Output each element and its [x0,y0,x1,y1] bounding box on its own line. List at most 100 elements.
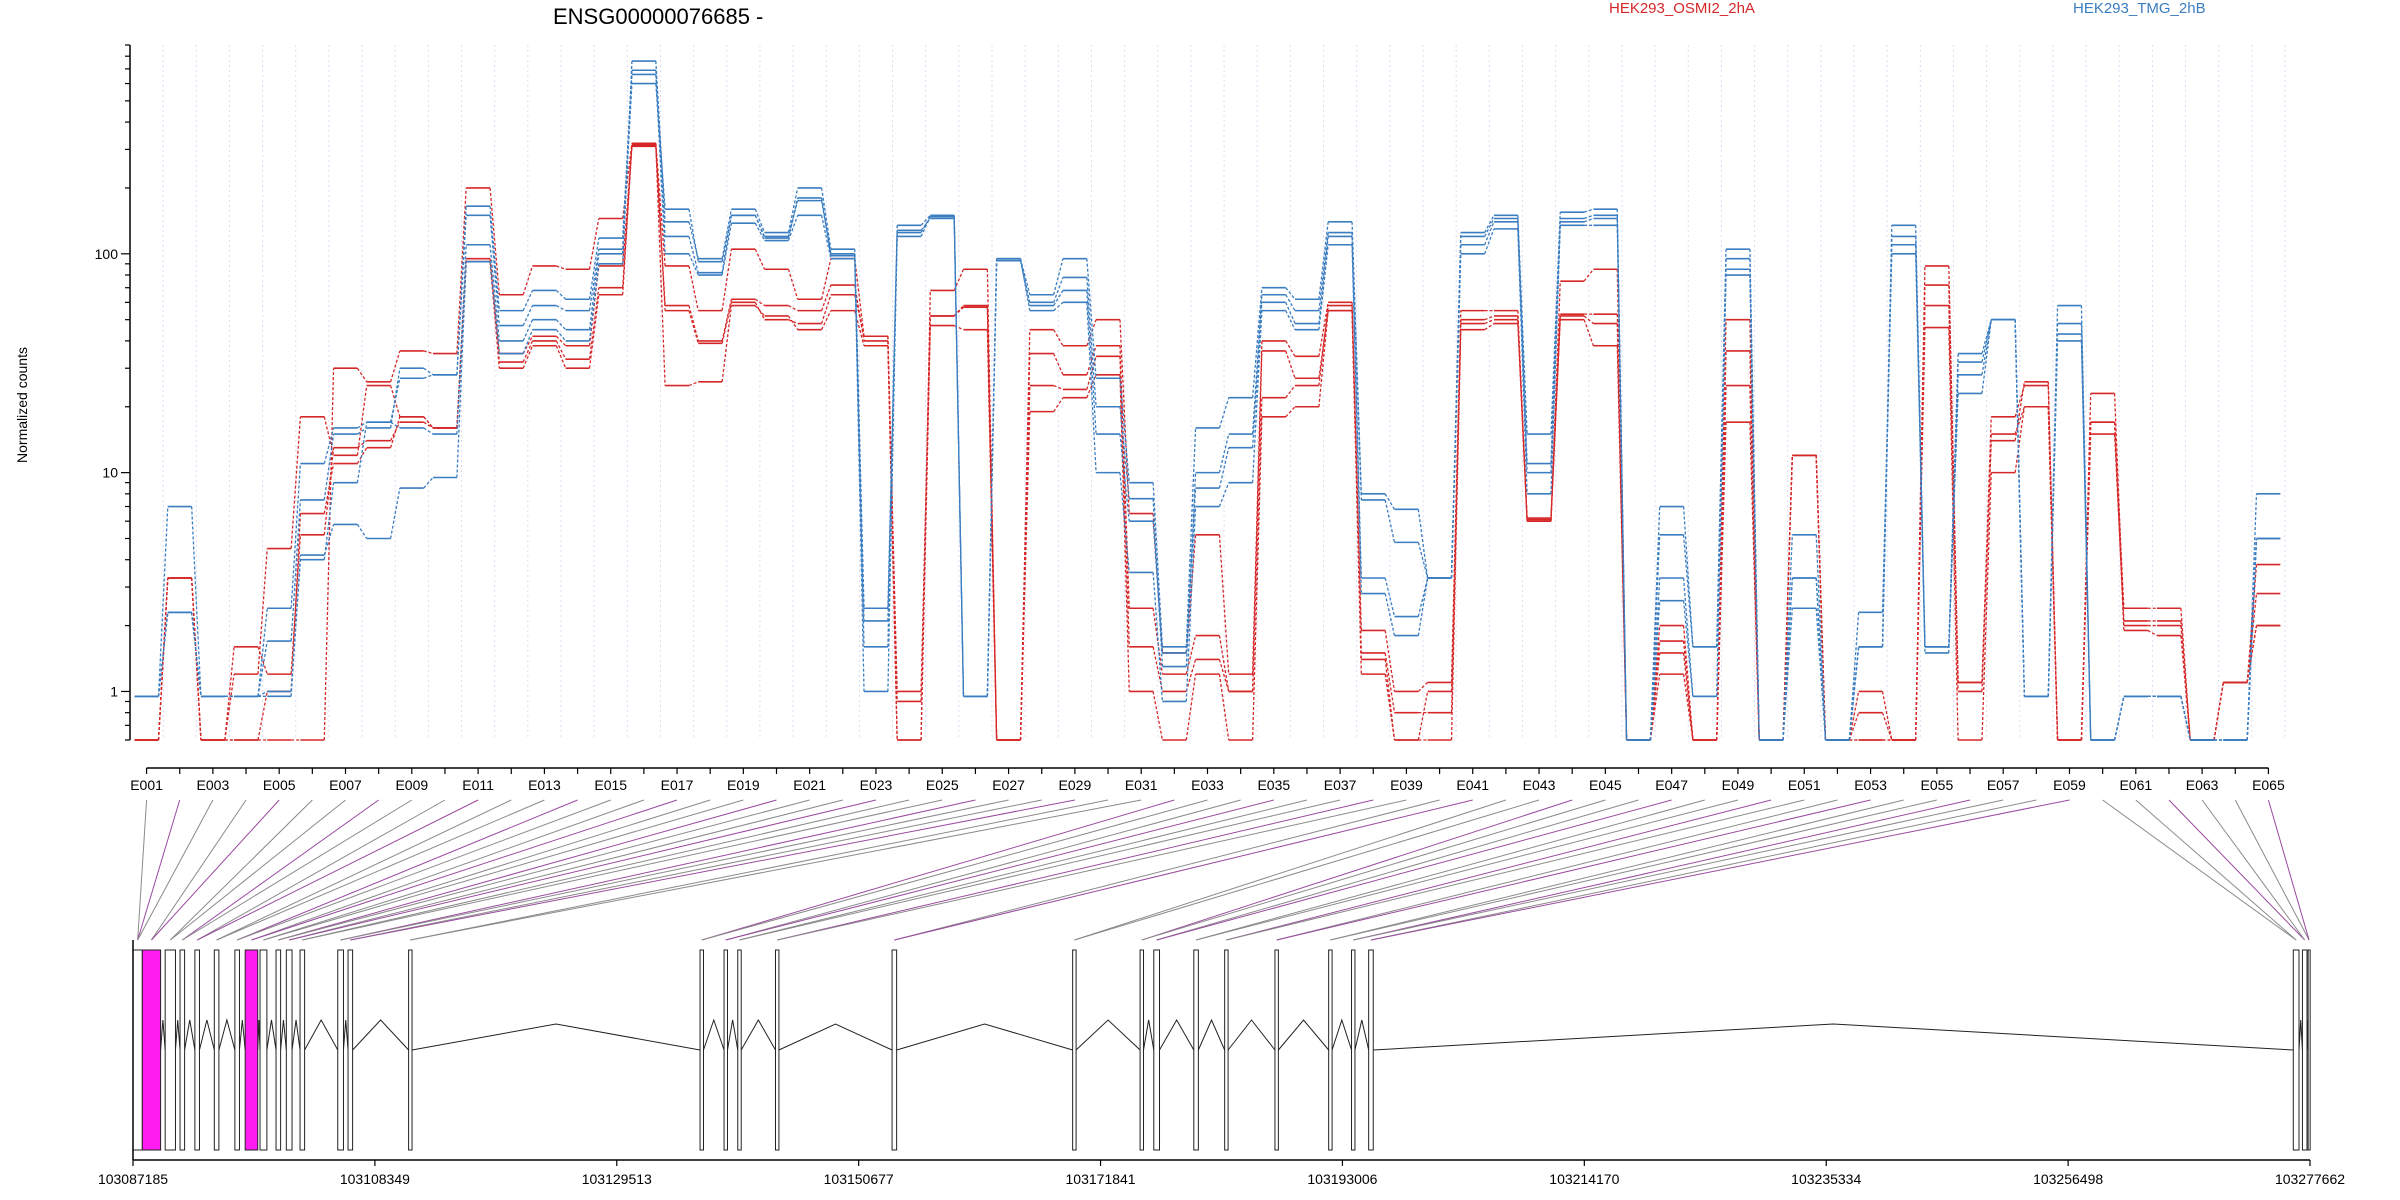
series-connector [357,440,368,449]
exon-connector [1156,799,1672,941]
series-connector [1218,433,1230,473]
series-connector [721,215,733,262]
exon-connector [777,799,1407,941]
series-connector [489,187,500,295]
series-5 [134,60,2281,741]
exon-connector [196,799,479,941]
series-connector [1053,277,1064,303]
exon-block-highlighted [141,949,162,1151]
intron-line [1227,1019,1276,1051]
exon-block [1139,949,1145,1151]
legend-entry-osmi2: HEK293_OSMI2_2hA [1609,0,1755,17]
exon-block [408,949,413,1151]
series-connector [389,368,401,429]
series-connector [390,421,401,441]
exon-connector [169,799,313,941]
x-tick-label: E043 [1523,777,1556,793]
series-connector [356,422,368,483]
series-connector [257,640,268,697]
exon-connector [182,799,379,941]
series-connector [389,416,401,448]
series-connector [953,268,965,291]
series-connector [1649,600,1661,741]
intron-line [896,1023,1073,1051]
series-connector [1119,356,1130,647]
intron-line [342,1019,349,1051]
exon-block-highlighted [244,949,259,1151]
exon-block [132,949,143,1151]
series-connector [1583,315,1594,325]
series-connector [820,284,832,311]
series-connector [1053,329,1064,347]
series-connector [986,307,998,741]
x-tick-label: E013 [528,777,561,793]
series-connector [1517,315,1528,520]
series-connector [1484,214,1495,233]
exon-block [259,949,268,1151]
series-connector [224,646,235,741]
series-connector [157,612,169,697]
series-connector [1251,302,1263,448]
series-connector [1218,659,1230,692]
series-connector [2246,625,2258,683]
series-connector [290,499,302,642]
exon-connector [1370,799,2037,941]
series-connector [1981,319,1992,394]
series-connector [1086,277,1097,407]
exon-block [699,949,704,1151]
series-connector [721,302,733,344]
series-connector [423,350,434,355]
series-connector [2113,696,2125,741]
series-connector [787,187,799,233]
series-connector [423,421,434,429]
exon-connector [350,799,1075,941]
series-connector [920,214,931,226]
series-connector [1218,674,1230,741]
exon-connector [2135,799,2297,941]
series-connector [290,559,302,692]
intron-line [1197,1018,1226,1051]
series-connector [290,534,302,675]
series-connector [1152,608,1164,675]
series-connector [1318,221,1329,300]
exon-connector [1353,799,1971,941]
exon-block [891,949,898,1151]
series-connector [1152,572,1164,702]
series-connector [1450,253,1462,579]
exon-block [1224,949,1229,1151]
series-connector [1881,244,1893,647]
gene-model-track [132,949,2311,1151]
series-connector [688,236,699,273]
series-connector [555,319,567,331]
series-2 [134,145,2281,741]
genomic-tick-label: 103171841 [1066,1171,1136,1187]
series-connector [1948,393,1959,647]
series-connector [1484,315,1495,321]
genomic-tick-label: 103214170 [1549,1171,1619,1187]
exon-connector [1226,799,1772,941]
series-connector [787,215,799,241]
series-connector [323,368,335,741]
series-connector [1384,652,1396,713]
exon-connector [170,799,346,941]
series-connector [489,215,500,326]
series-connector [1716,385,1727,741]
exon-connector [216,799,512,941]
series-connector [1484,319,1495,325]
x-tick-label: E023 [860,777,893,793]
intron-line [218,1018,236,1051]
series-connector [1682,600,1694,697]
x-tick-label: E061 [2119,777,2152,793]
x-tick-label: E005 [263,777,296,793]
exon-connector [725,799,1274,941]
series-connector [1550,212,1561,435]
series-7 [134,82,2281,741]
series-connector [1583,268,1594,282]
exon-connector [137,799,214,941]
series-connector [1318,302,1329,357]
series-connector [1417,691,1429,741]
series-connector [357,421,368,429]
series-connector [1716,275,1727,697]
series-connector [1185,488,1197,653]
exon-block [164,949,176,1151]
